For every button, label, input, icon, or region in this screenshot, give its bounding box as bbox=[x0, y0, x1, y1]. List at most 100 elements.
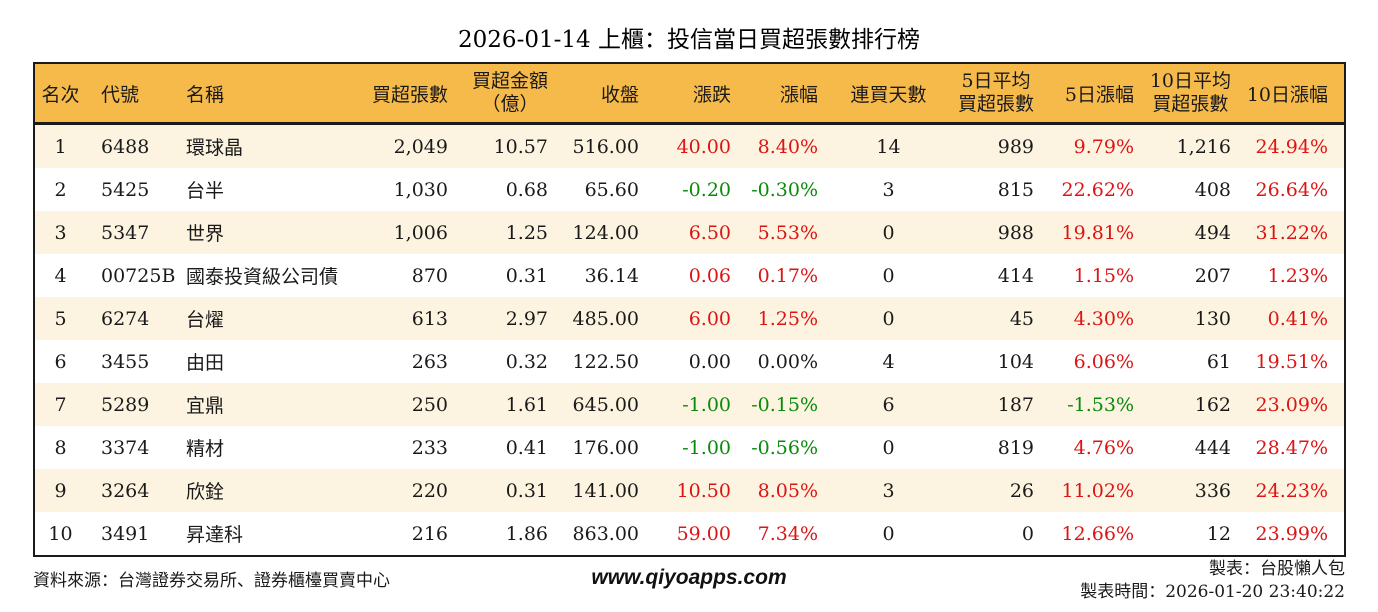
cell-buy_streak_days: 0 bbox=[882, 522, 895, 545]
cell-change_pct: -0.56% bbox=[751, 436, 818, 459]
cell-pct5: 11.02% bbox=[1061, 479, 1134, 502]
cell-avg5_net_buy: 187 bbox=[997, 393, 1034, 416]
cell-buy_streak_days: 0 bbox=[882, 221, 895, 244]
cell-buy_streak_days: 3 bbox=[882, 479, 895, 502]
cell-pct10: 19.51% bbox=[1255, 350, 1328, 373]
cell-pct10: 31.22% bbox=[1255, 221, 1328, 244]
cell-buy_streak_days: 0 bbox=[882, 307, 895, 330]
cell-rank: 4 bbox=[54, 264, 67, 287]
cell-change: 6.00 bbox=[688, 307, 731, 330]
column-header-name: 名稱 bbox=[176, 63, 356, 125]
cell-name: 精材 bbox=[186, 438, 225, 460]
cell-name: 昇達科 bbox=[186, 524, 244, 546]
cell-pct10: 0.41% bbox=[1267, 307, 1328, 330]
cell-rank: 7 bbox=[54, 393, 67, 416]
cell-net_buy_amount: 1.25 bbox=[505, 221, 548, 244]
cell-net_buy_volume: 613 bbox=[411, 307, 448, 330]
cell-code: 3374 bbox=[101, 436, 150, 459]
column-header-close: 收盤 bbox=[556, 63, 647, 125]
cell-pct5: 4.76% bbox=[1073, 436, 1134, 459]
cell-rank: 2 bbox=[54, 178, 67, 201]
cell-close: 65.60 bbox=[584, 178, 639, 201]
cell-net_buy_volume: 1,006 bbox=[393, 221, 448, 244]
cell-name: 環球晶 bbox=[186, 137, 244, 159]
cell-buy_streak_days: 4 bbox=[882, 350, 895, 373]
cell-name: 國泰投資級公司債 bbox=[186, 266, 339, 288]
cell-avg5_net_buy: 45 bbox=[1009, 307, 1034, 330]
cell-code: 6488 bbox=[101, 135, 150, 158]
cell-change: 59.00 bbox=[676, 522, 731, 545]
cell-close: 516.00 bbox=[572, 135, 639, 158]
cell-change_pct: 1.25% bbox=[757, 307, 818, 330]
cell-pct5: 12.66% bbox=[1061, 522, 1134, 545]
cell-avg10_net_buy: 61 bbox=[1206, 350, 1231, 373]
cell-pct10: 23.99% bbox=[1255, 522, 1328, 545]
cell-change: -0.20 bbox=[682, 178, 731, 201]
cell-avg5_net_buy: 815 bbox=[997, 178, 1034, 201]
credits-block: 製表：台股懶人包 製表時間：2026-01-20 23:40:22 bbox=[1080, 558, 1345, 604]
cell-close: 122.50 bbox=[572, 350, 639, 373]
cell-pct5: 9.79% bbox=[1073, 135, 1134, 158]
table-row: 9 3264 欣銓 220 0.31 141.00 10.50 8.05% 3 26 11.02% 3… bbox=[34, 469, 1345, 512]
cell-net_buy_volume: 1,030 bbox=[393, 178, 448, 201]
table-row: 10 3491 昇達科 216 1.86 863.00 59.00 7.34% 0 0 12.66%… bbox=[34, 512, 1345, 556]
column-header-buy_streak_days: 連買天數 bbox=[826, 63, 951, 125]
cell-pct10: 24.94% bbox=[1255, 135, 1328, 158]
cell-change: 10.50 bbox=[676, 479, 731, 502]
cell-avg5_net_buy: 0 bbox=[1021, 522, 1034, 545]
cell-net_buy_volume: 263 bbox=[411, 350, 448, 373]
column-header-pct5: 5日漲幅 bbox=[1046, 63, 1146, 125]
table-row: 2 5425 台半 1,030 0.68 65.60 -0.20 -0.30% 3 815 22.6… bbox=[34, 168, 1345, 211]
column-header-label: 5日平均 買超張數 bbox=[957, 70, 1034, 115]
column-header-change_pct: 漲幅 bbox=[739, 63, 826, 125]
cell-change_pct: 0.17% bbox=[757, 264, 818, 287]
cell-change_pct: -0.15% bbox=[751, 393, 818, 416]
table-row: 7 5289 宜鼎 250 1.61 645.00 -1.00 -0.15% 6 187 -1.53… bbox=[34, 383, 1345, 426]
cell-code: 5425 bbox=[101, 178, 150, 201]
cell-change: 0.06 bbox=[688, 264, 731, 287]
cell-avg5_net_buy: 414 bbox=[997, 264, 1034, 287]
cell-pct10: 28.47% bbox=[1255, 436, 1328, 459]
table-row: 8 3374 精材 233 0.41 176.00 -1.00 -0.56% 0 819 4.76%… bbox=[34, 426, 1345, 469]
website-watermark: www.qiyoapps.com bbox=[591, 566, 787, 589]
table-row: 3 5347 世界 1,006 1.25 124.00 6.50 5.53% 0 988 19.81… bbox=[34, 211, 1345, 254]
cell-rank: 10 bbox=[48, 522, 73, 545]
cell-avg5_net_buy: 988 bbox=[997, 221, 1034, 244]
cell-code: 3491 bbox=[101, 522, 150, 545]
cell-rank: 5 bbox=[54, 307, 67, 330]
cell-buy_streak_days: 6 bbox=[882, 393, 895, 416]
cell-name: 欣銓 bbox=[186, 481, 225, 503]
cell-rank: 3 bbox=[54, 221, 67, 244]
cell-change_pct: -0.30% bbox=[751, 178, 818, 201]
cell-avg10_net_buy: 336 bbox=[1194, 479, 1231, 502]
cell-pct10: 23.09% bbox=[1255, 393, 1328, 416]
cell-change: 0.00 bbox=[688, 350, 731, 373]
cell-close: 645.00 bbox=[572, 393, 639, 416]
cell-net_buy_amount: 0.31 bbox=[505, 264, 548, 287]
cell-pct5: 4.30% bbox=[1073, 307, 1134, 330]
cell-close: 124.00 bbox=[572, 221, 639, 244]
cell-change_pct: 8.40% bbox=[757, 135, 818, 158]
cell-close: 485.00 bbox=[572, 307, 639, 330]
table-body: 1 6488 環球晶 2,049 10.57 516.00 40.00 8.40% 14 989 9… bbox=[34, 123, 1345, 556]
cell-change_pct: 7.34% bbox=[757, 522, 818, 545]
cell-name: 台半 bbox=[186, 180, 225, 202]
cell-close: 176.00 bbox=[572, 436, 639, 459]
cell-net_buy_amount: 1.86 bbox=[505, 522, 548, 545]
cell-pct5: 19.81% bbox=[1061, 221, 1134, 244]
cell-rank: 1 bbox=[54, 135, 67, 158]
cell-pct5: 1.15% bbox=[1073, 264, 1134, 287]
cell-rank: 6 bbox=[54, 350, 67, 373]
cell-code: 6274 bbox=[101, 307, 150, 330]
cell-close: 36.14 bbox=[584, 264, 639, 287]
column-header-pct10: 10日漲幅 bbox=[1243, 63, 1345, 125]
cell-change: 40.00 bbox=[676, 135, 731, 158]
cell-name: 由田 bbox=[186, 352, 225, 374]
net-buy-ranking-table: 名次 代號 名稱 買超張數 買超金額 （億） 收盤 漲跌 漲幅 連買天數 5日平均 買超張數 5日漲幅 1… bbox=[33, 62, 1346, 557]
cell-net_buy_volume: 2,049 bbox=[393, 135, 448, 158]
table-row: 6 3455 由田 263 0.32 122.50 0.00 0.00% 4 104 6.06% 61… bbox=[34, 340, 1345, 383]
column-header-label: 10日平均 買超張數 bbox=[1149, 70, 1231, 115]
cell-avg10_net_buy: 130 bbox=[1194, 307, 1231, 330]
cell-pct5: 6.06% bbox=[1073, 350, 1134, 373]
cell-avg5_net_buy: 989 bbox=[997, 135, 1034, 158]
